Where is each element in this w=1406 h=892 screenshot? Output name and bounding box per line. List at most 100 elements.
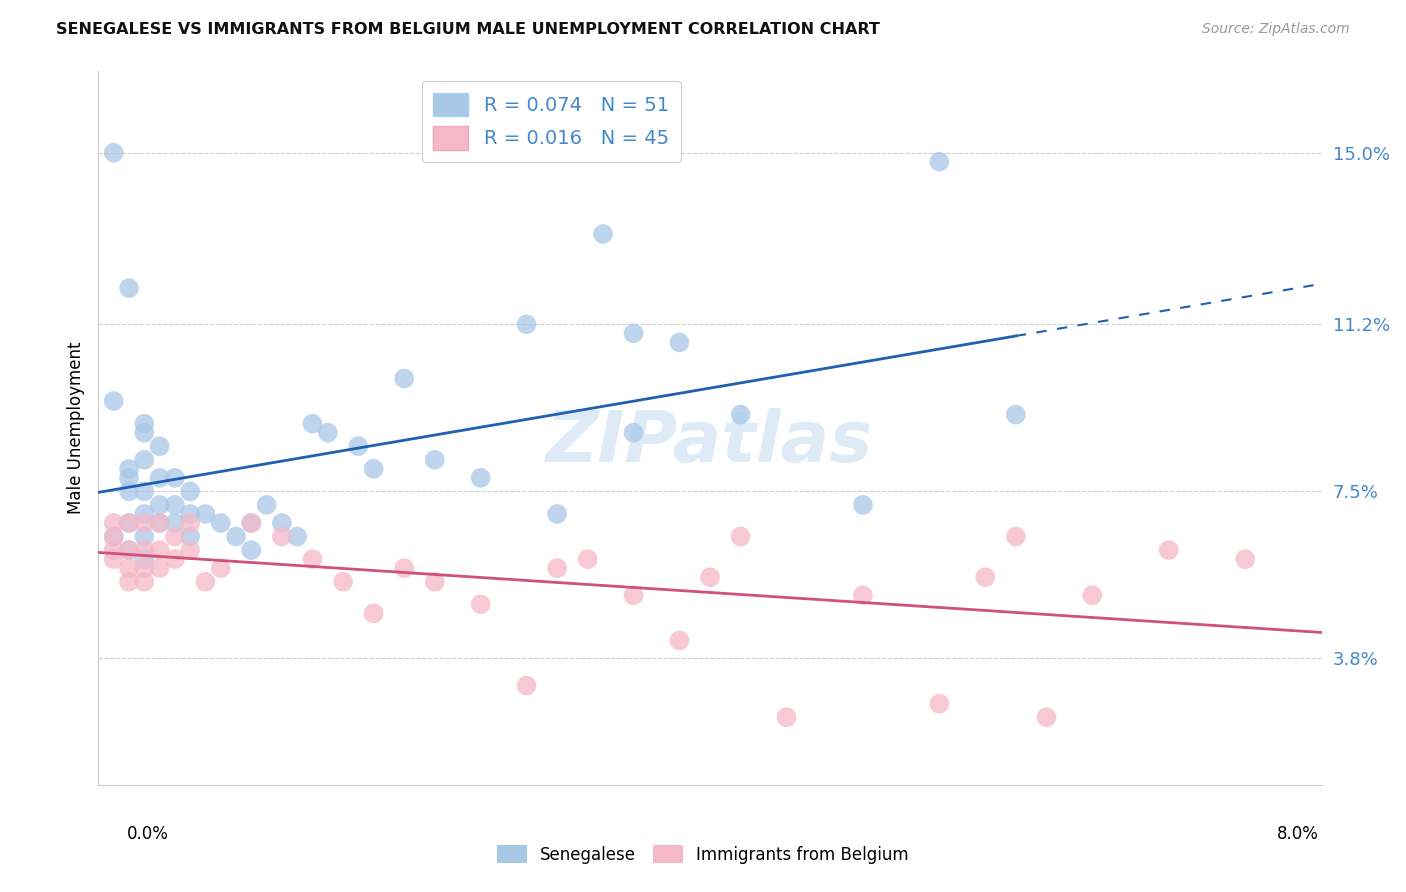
Point (546, 507, 568, 521)
Point (118, 516, 141, 530)
Text: 0.0%: 0.0% (127, 825, 169, 843)
Point (576, 552, 599, 566)
Point (179, 516, 201, 530)
Point (134, 484, 156, 499)
Point (928, 154, 950, 169)
Point (209, 516, 232, 530)
Point (516, 318, 538, 332)
Point (240, 516, 263, 530)
Point (347, 439, 370, 453)
Point (118, 462, 141, 476)
Point (179, 530, 201, 544)
Point (699, 570, 721, 584)
Point (209, 561, 232, 575)
Point (392, 561, 416, 575)
Point (974, 570, 997, 584)
Legend: R = 0.074   N = 51, R = 0.016   N = 45: R = 0.074 N = 51, R = 0.016 N = 45 (422, 81, 681, 161)
Point (470, 597, 492, 611)
Point (730, 530, 752, 544)
Point (1157, 543, 1180, 558)
Point (149, 516, 172, 530)
Point (363, 607, 385, 621)
Point (149, 471, 172, 485)
Point (470, 471, 492, 485)
Point (149, 439, 172, 453)
Point (179, 507, 201, 521)
Point (301, 552, 323, 566)
Text: SENEGALESE VS IMMIGRANTS FROM BELGIUM MALE UNEMPLOYMENT CORRELATION CHART: SENEGALESE VS IMMIGRANTS FROM BELGIUM MA… (56, 22, 880, 37)
Point (423, 452, 446, 467)
Point (118, 516, 141, 530)
Point (240, 516, 263, 530)
Point (149, 561, 172, 575)
Legend: Senegalese, Immigrants from Belgium: Senegalese, Immigrants from Belgium (491, 838, 915, 871)
Point (516, 679, 538, 693)
Point (118, 281, 141, 295)
Text: Source: ZipAtlas.com: Source: ZipAtlas.com (1202, 22, 1350, 37)
Point (225, 530, 247, 544)
Point (194, 574, 217, 589)
Point (103, 552, 125, 566)
Point (316, 425, 339, 440)
Point (623, 326, 645, 341)
Point (332, 574, 354, 589)
Point (163, 530, 186, 544)
Point (270, 516, 294, 530)
Point (668, 335, 690, 350)
Point (103, 394, 125, 409)
Point (134, 561, 156, 575)
Point (149, 516, 172, 530)
Point (1004, 530, 1026, 544)
Point (118, 471, 141, 485)
Point (118, 543, 141, 558)
Point (163, 516, 186, 530)
Point (134, 417, 156, 431)
Point (134, 452, 156, 467)
Point (194, 507, 217, 521)
Text: 8.0%: 8.0% (1277, 825, 1319, 843)
Point (163, 471, 186, 485)
Point (256, 498, 278, 512)
Point (103, 543, 125, 558)
Point (163, 552, 186, 566)
Point (730, 408, 752, 422)
Point (423, 574, 446, 589)
Text: ZIPatlas: ZIPatlas (547, 408, 873, 477)
Point (392, 371, 416, 385)
Point (623, 588, 645, 602)
Point (285, 530, 308, 544)
Point (134, 425, 156, 440)
Point (301, 417, 323, 431)
Point (118, 484, 141, 499)
Point (668, 633, 690, 648)
Point (928, 697, 950, 711)
Point (546, 561, 568, 575)
Point (118, 574, 141, 589)
Point (103, 516, 125, 530)
Point (103, 530, 125, 544)
Point (134, 574, 156, 589)
Point (775, 710, 797, 724)
Point (1081, 588, 1104, 602)
Point (852, 498, 875, 512)
Point (134, 552, 156, 566)
Point (134, 530, 156, 544)
Point (240, 543, 263, 558)
Point (134, 507, 156, 521)
Point (1234, 552, 1257, 566)
Point (592, 227, 614, 241)
Point (1035, 710, 1057, 724)
Point (134, 516, 156, 530)
Point (103, 145, 125, 160)
Point (179, 543, 201, 558)
Point (118, 543, 141, 558)
Point (179, 484, 201, 499)
Point (363, 462, 385, 476)
Point (623, 425, 645, 440)
Point (103, 530, 125, 544)
Point (163, 498, 186, 512)
Point (270, 530, 294, 544)
Y-axis label: Male Unemployment: Male Unemployment (66, 342, 84, 515)
Point (134, 543, 156, 558)
Point (118, 561, 141, 575)
